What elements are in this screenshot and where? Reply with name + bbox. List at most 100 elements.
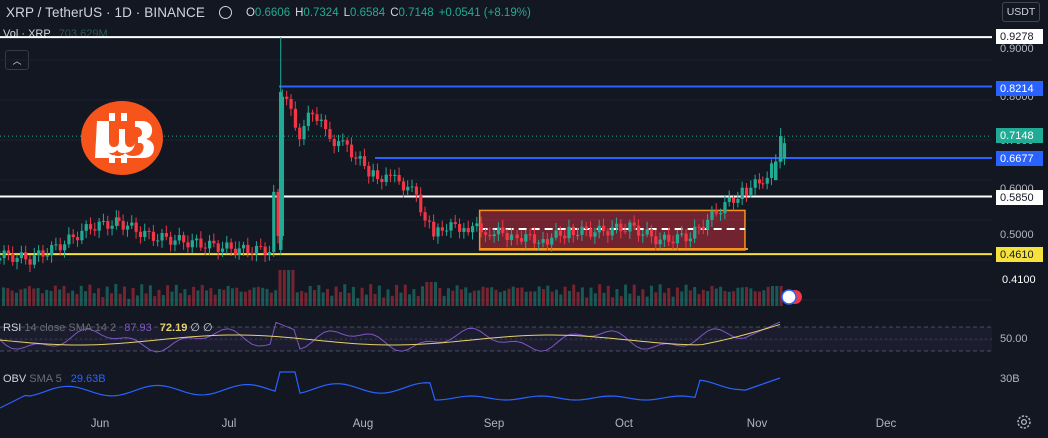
candle-body	[645, 229, 649, 235]
gear-icon[interactable]	[1015, 413, 1033, 431]
candle-body	[130, 222, 134, 226]
candle-body	[723, 202, 727, 214]
volume-bar	[84, 291, 88, 306]
volume-bar	[485, 287, 489, 306]
volume-bar	[477, 290, 481, 306]
volume-bar	[520, 287, 524, 306]
level-label-05850[interactable]: 0.5850	[996, 190, 1043, 205]
volume-bar	[662, 292, 666, 306]
candle-body	[466, 228, 470, 233]
candle-body	[662, 234, 667, 240]
candle-body	[58, 244, 62, 251]
last-price-label[interactable]: 0.7148	[996, 128, 1043, 143]
volume-bar	[766, 286, 770, 306]
volume-bar	[356, 298, 360, 306]
market-status-icon[interactable]	[218, 5, 232, 19]
volume-bar	[611, 297, 615, 306]
chart-header: XRP / TetherUS · 1D · BINANCE O0.6606 H0…	[0, 0, 990, 24]
volume-bar	[554, 289, 558, 306]
volume-bar	[481, 286, 485, 306]
candle-body	[654, 236, 658, 245]
volume-bar	[706, 291, 710, 306]
volume-bar	[753, 291, 757, 306]
candle-body	[311, 112, 315, 115]
candle-body	[101, 221, 106, 223]
volume-bar	[313, 290, 317, 306]
level-label-04610[interactable]: 0.4610	[996, 247, 1043, 262]
currency-selector[interactable]: USDT	[1002, 2, 1040, 22]
obv-params: SMA 5	[29, 373, 62, 385]
volume-bar	[326, 288, 329, 306]
volume-bar	[693, 287, 697, 306]
obv-legend[interactable]: OBV SMA 5 29.63B	[3, 373, 106, 385]
candle-body	[0, 258, 2, 261]
candle-body	[147, 230, 151, 232]
volume-bar	[40, 293, 44, 306]
rsi-legend[interactable]: RSI 14 close SMA 14 2 87.93 72.19 ∅ ∅	[3, 321, 213, 334]
candle-body	[306, 112, 310, 127]
candle-body	[423, 212, 427, 221]
volume-bar	[278, 270, 282, 306]
volume-bar	[265, 288, 269, 306]
volume-bar	[598, 284, 602, 306]
level-label-08214[interactable]: 0.8214	[996, 81, 1043, 96]
volume-bar	[23, 288, 27, 306]
volume-bar	[775, 286, 779, 306]
candle-body	[354, 157, 358, 159]
volume-bar	[144, 293, 148, 306]
rsi-label: RSI	[3, 322, 22, 334]
volume-bar	[511, 286, 515, 306]
volume-bar	[343, 284, 347, 306]
ohlc-open: O0.6606	[245, 7, 291, 19]
obv-axis-label: 30B	[1000, 373, 1020, 385]
volume-bar	[524, 291, 528, 306]
price-tick-0500: 0.5000	[1000, 229, 1034, 241]
volume-bar	[71, 290, 75, 306]
candle-body	[732, 197, 736, 203]
volume-bar	[209, 288, 213, 306]
candle-body	[401, 181, 406, 191]
candle-body	[349, 144, 354, 158]
ohlc-change: +0.0541 (+8.19%)	[438, 7, 531, 19]
candle-body	[414, 186, 419, 195]
volume-bar	[282, 270, 286, 306]
candle-body	[445, 230, 449, 232]
volume-bar	[248, 289, 252, 306]
candle-body	[744, 187, 749, 195]
symbol-title[interactable]: XRP / TetherUS · 1D · BINANCE	[6, 4, 205, 20]
volume-bar	[684, 284, 688, 306]
volume-bar	[602, 292, 606, 306]
volume-bar	[92, 293, 96, 306]
level-label-09278[interactable]: 0.9278	[996, 29, 1043, 44]
candle-body	[216, 243, 220, 252]
obv-label: OBV	[3, 373, 27, 385]
candle-body	[93, 229, 97, 231]
month-label-sep: Sep	[483, 418, 505, 430]
candle-body	[298, 127, 302, 140]
candle-body	[397, 174, 401, 182]
candle-body	[593, 232, 597, 237]
volume-bar	[274, 290, 278, 306]
candle-body	[151, 231, 156, 241]
ohlc-low: L0.6584	[343, 7, 386, 19]
volume-bar	[563, 286, 567, 306]
volume-bar	[187, 295, 191, 306]
month-label-dec: Dec	[875, 418, 897, 430]
candle-body	[80, 230, 84, 241]
chart-canvas[interactable]	[0, 24, 1048, 414]
candle-body	[15, 258, 19, 262]
candle-body	[190, 240, 194, 248]
volume-bar	[762, 290, 766, 306]
volume-bar	[770, 286, 774, 306]
candle-body	[50, 244, 54, 256]
candle-body	[156, 240, 160, 242]
volume-bar	[472, 290, 476, 306]
candle-body	[774, 161, 778, 181]
volume-bar	[615, 289, 619, 306]
rsi-value: 87.93	[124, 322, 152, 334]
level-label-06677[interactable]: 0.6677	[996, 151, 1043, 166]
volume-bar	[105, 286, 109, 306]
candle-body	[2, 250, 6, 259]
candle-body	[250, 252, 254, 255]
volume-bar	[641, 289, 645, 306]
